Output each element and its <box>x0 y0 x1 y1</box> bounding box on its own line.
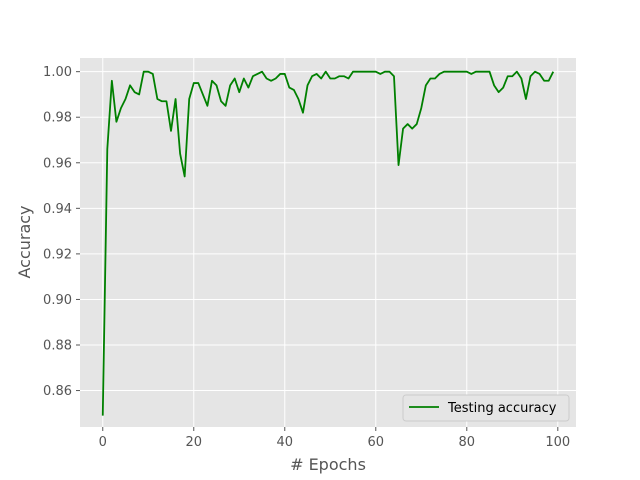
x-tick-label: 100 <box>545 435 570 450</box>
series-layer <box>101 70 555 416</box>
legend-label: Testing accuracy <box>447 401 557 416</box>
y-tick-label: 0.86 <box>43 384 72 399</box>
x-tick-label: 20 <box>185 435 202 450</box>
series-line-testing-accuracy <box>101 70 555 416</box>
y-tick-label: 0.90 <box>43 293 72 308</box>
x-tick-label: 0 <box>99 435 107 450</box>
y-tick-label: 0.92 <box>43 247 72 262</box>
legend-box <box>402 394 570 422</box>
y-tick-label: 0.98 <box>43 111 72 126</box>
y-axis-label: Accuracy <box>15 205 34 278</box>
y-tick-label: 0.94 <box>43 202 72 217</box>
y-axis-ticks: 0.86 0.88 0.90 0.92 0.94 0.96 0.98 1.00 <box>43 65 80 399</box>
y-tick-label: 0.88 <box>43 339 72 354</box>
y-tick-label: 1.00 <box>43 65 72 80</box>
x-tick-label: 80 <box>459 435 476 450</box>
x-tick-label: 40 <box>276 435 293 450</box>
legend: Testing accuracy <box>402 394 570 422</box>
y-tick-label: 0.96 <box>43 156 72 171</box>
x-tick-label: 60 <box>368 435 385 450</box>
grid-lines <box>80 58 576 427</box>
x-axis-ticks: 0 20 40 60 80 100 <box>99 427 570 450</box>
x-axis-label: # Epochs <box>290 455 366 474</box>
plot-background <box>80 58 576 427</box>
